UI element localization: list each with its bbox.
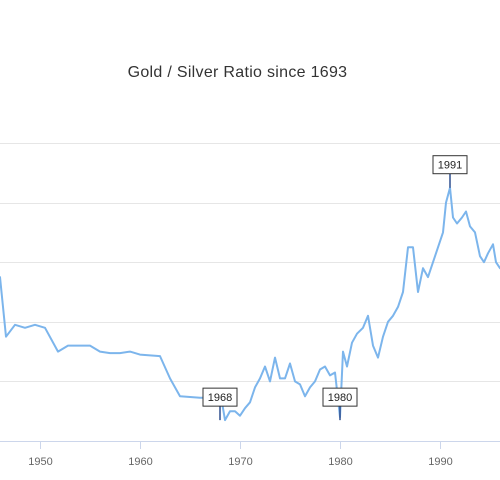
x-tick-label: 1970 <box>228 456 252 468</box>
grid-lines <box>0 143 500 442</box>
annotation-box <box>202 387 238 407</box>
annotation-label: 1980 <box>328 392 352 404</box>
x-tick-label: 1960 <box>128 456 152 468</box>
annotations: 1968 1980 1991 <box>202 155 468 421</box>
annotation-label: 1968 <box>208 392 232 404</box>
annotation-box <box>322 387 358 407</box>
annotation-1968: 1968 <box>202 387 238 421</box>
annotation-1991: 1991 <box>432 155 468 188</box>
series-line <box>0 186 500 422</box>
x-axis: 1950 1960 1970 1980 1990 <box>28 441 453 468</box>
series-layer <box>0 186 500 422</box>
x-tick-label: 1980 <box>328 456 352 468</box>
annotation-1980: 1980 <box>322 387 358 421</box>
x-tick-label: 1990 <box>428 456 452 468</box>
annotation-box <box>432 155 468 175</box>
chart-title: Gold / Silver Ratio since 1693 <box>127 64 348 81</box>
annotation-label: 1991 <box>438 160 462 172</box>
x-tick-label: 1950 <box>28 456 52 468</box>
